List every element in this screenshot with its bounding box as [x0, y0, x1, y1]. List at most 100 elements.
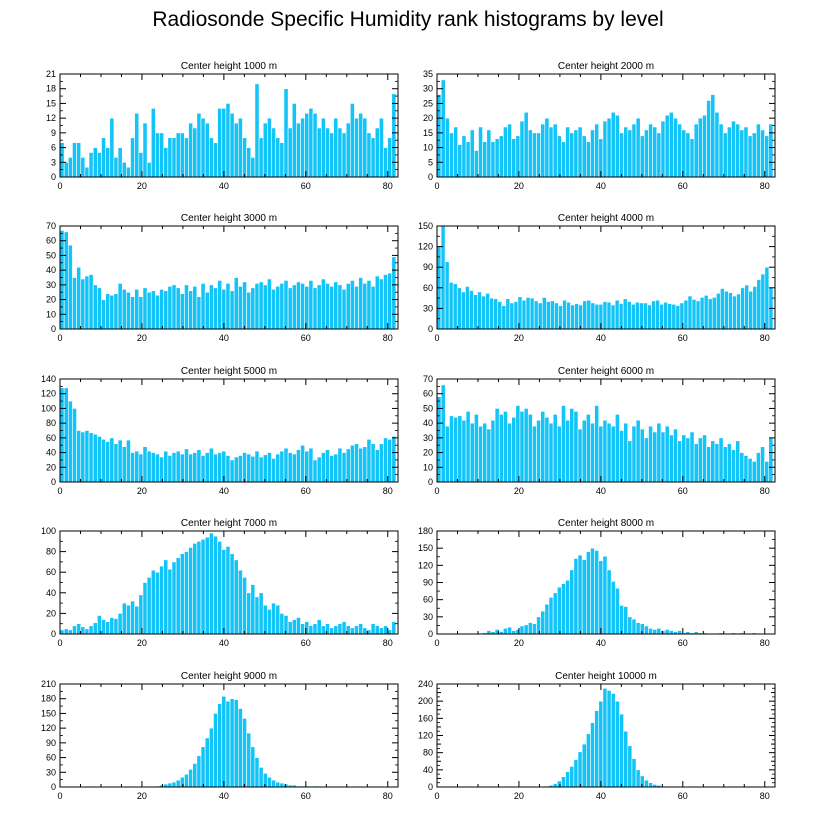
bar	[188, 290, 194, 330]
bar	[573, 558, 579, 635]
bar	[515, 405, 521, 483]
bar	[296, 617, 301, 635]
bar	[159, 456, 164, 483]
bar	[217, 452, 223, 483]
bar	[113, 293, 119, 330]
bar	[585, 414, 591, 483]
bar	[283, 280, 289, 330]
y-tick-label: 0	[51, 324, 56, 334]
bar	[279, 142, 285, 178]
bar	[660, 630, 666, 635]
bar	[105, 621, 111, 635]
bar	[279, 283, 285, 330]
bar	[267, 608, 272, 635]
bar	[262, 604, 268, 635]
bar	[456, 287, 462, 330]
x-tick-label: 80	[383, 638, 393, 648]
y-tick-label: 0	[51, 477, 56, 487]
bar	[238, 286, 243, 330]
bar	[760, 273, 766, 330]
bar	[648, 425, 653, 483]
bar	[337, 284, 343, 330]
bar	[308, 625, 314, 635]
bar	[337, 623, 343, 635]
y-tick-label: 150	[418, 543, 433, 553]
y-tick-label: 60	[46, 236, 56, 246]
bar	[113, 618, 119, 635]
histogram-panel-6: Center height 6000 m 0 20 40 60 80 0 10 20 30 40 50…	[423, 366, 776, 496]
bar	[262, 284, 268, 330]
bar	[548, 597, 554, 635]
bar	[732, 295, 737, 330]
histogram-panel-3: Center height 3000 m 0 20 40 60 80 0 10 20 30 40 50…	[46, 213, 399, 343]
bar	[117, 283, 123, 330]
bar	[664, 114, 670, 178]
bar	[354, 443, 359, 483]
bar	[731, 449, 736, 483]
bar	[204, 452, 210, 483]
bar	[714, 443, 720, 483]
bar	[63, 161, 69, 178]
bar	[300, 117, 305, 178]
bar	[577, 126, 583, 178]
bar	[254, 283, 260, 330]
y-tick-label: 0	[51, 782, 56, 792]
x-tick-label: 80	[383, 333, 393, 343]
bar	[503, 411, 508, 483]
y-tick-label: 5	[428, 157, 433, 167]
x-tick-label: 20	[137, 791, 147, 801]
bar	[88, 432, 94, 483]
bar	[581, 419, 587, 483]
bar	[279, 782, 285, 788]
bar	[391, 436, 397, 483]
bar	[615, 700, 620, 788]
bar	[602, 419, 608, 483]
bar	[724, 290, 729, 330]
bar	[175, 287, 181, 330]
y-tick-label: 30	[423, 84, 433, 94]
bar	[229, 459, 235, 483]
bar	[200, 538, 206, 635]
bar	[618, 303, 624, 330]
bar	[72, 625, 77, 635]
bar	[233, 559, 239, 635]
bar	[155, 453, 160, 483]
bar	[681, 129, 687, 178]
bar	[97, 152, 102, 178]
bar	[703, 295, 709, 330]
bar	[179, 132, 185, 178]
bar	[623, 422, 629, 483]
bar	[590, 422, 595, 483]
bar	[581, 135, 587, 178]
bar	[573, 129, 579, 178]
y-tick-label: 60	[423, 283, 433, 293]
y-tick-label: 200	[418, 696, 433, 706]
x-tick-label: 60	[301, 638, 311, 648]
bar	[283, 88, 289, 178]
y-tick-label: 70	[46, 221, 56, 231]
bar	[474, 150, 479, 178]
bar	[606, 690, 612, 788]
bar	[379, 443, 384, 483]
y-tick-label: 0	[428, 629, 433, 639]
bar	[610, 693, 616, 788]
x-tick-label: 0	[57, 638, 62, 648]
bar	[271, 127, 276, 178]
bar	[109, 617, 115, 635]
y-tick-label: 60	[46, 753, 56, 763]
bar	[209, 447, 214, 483]
bar	[747, 135, 753, 178]
bar	[573, 411, 579, 483]
bar	[706, 100, 712, 178]
bar	[533, 300, 539, 330]
histogram-panel-7: Center height 7000 m 0 20 40 60 80 0 20 40 60 80 10…	[41, 518, 399, 648]
bar	[209, 532, 214, 635]
bar	[554, 302, 559, 330]
bar	[262, 454, 268, 483]
histogram-panel-8: Center height 8000 m 0 20 40 60 80 0 30 60 90 120 1…	[418, 518, 776, 648]
bar	[296, 281, 301, 330]
y-tick-label: 0	[428, 324, 433, 334]
bar	[735, 123, 741, 178]
bar	[548, 126, 554, 178]
panel-title: Center height 8000 m	[558, 518, 654, 529]
